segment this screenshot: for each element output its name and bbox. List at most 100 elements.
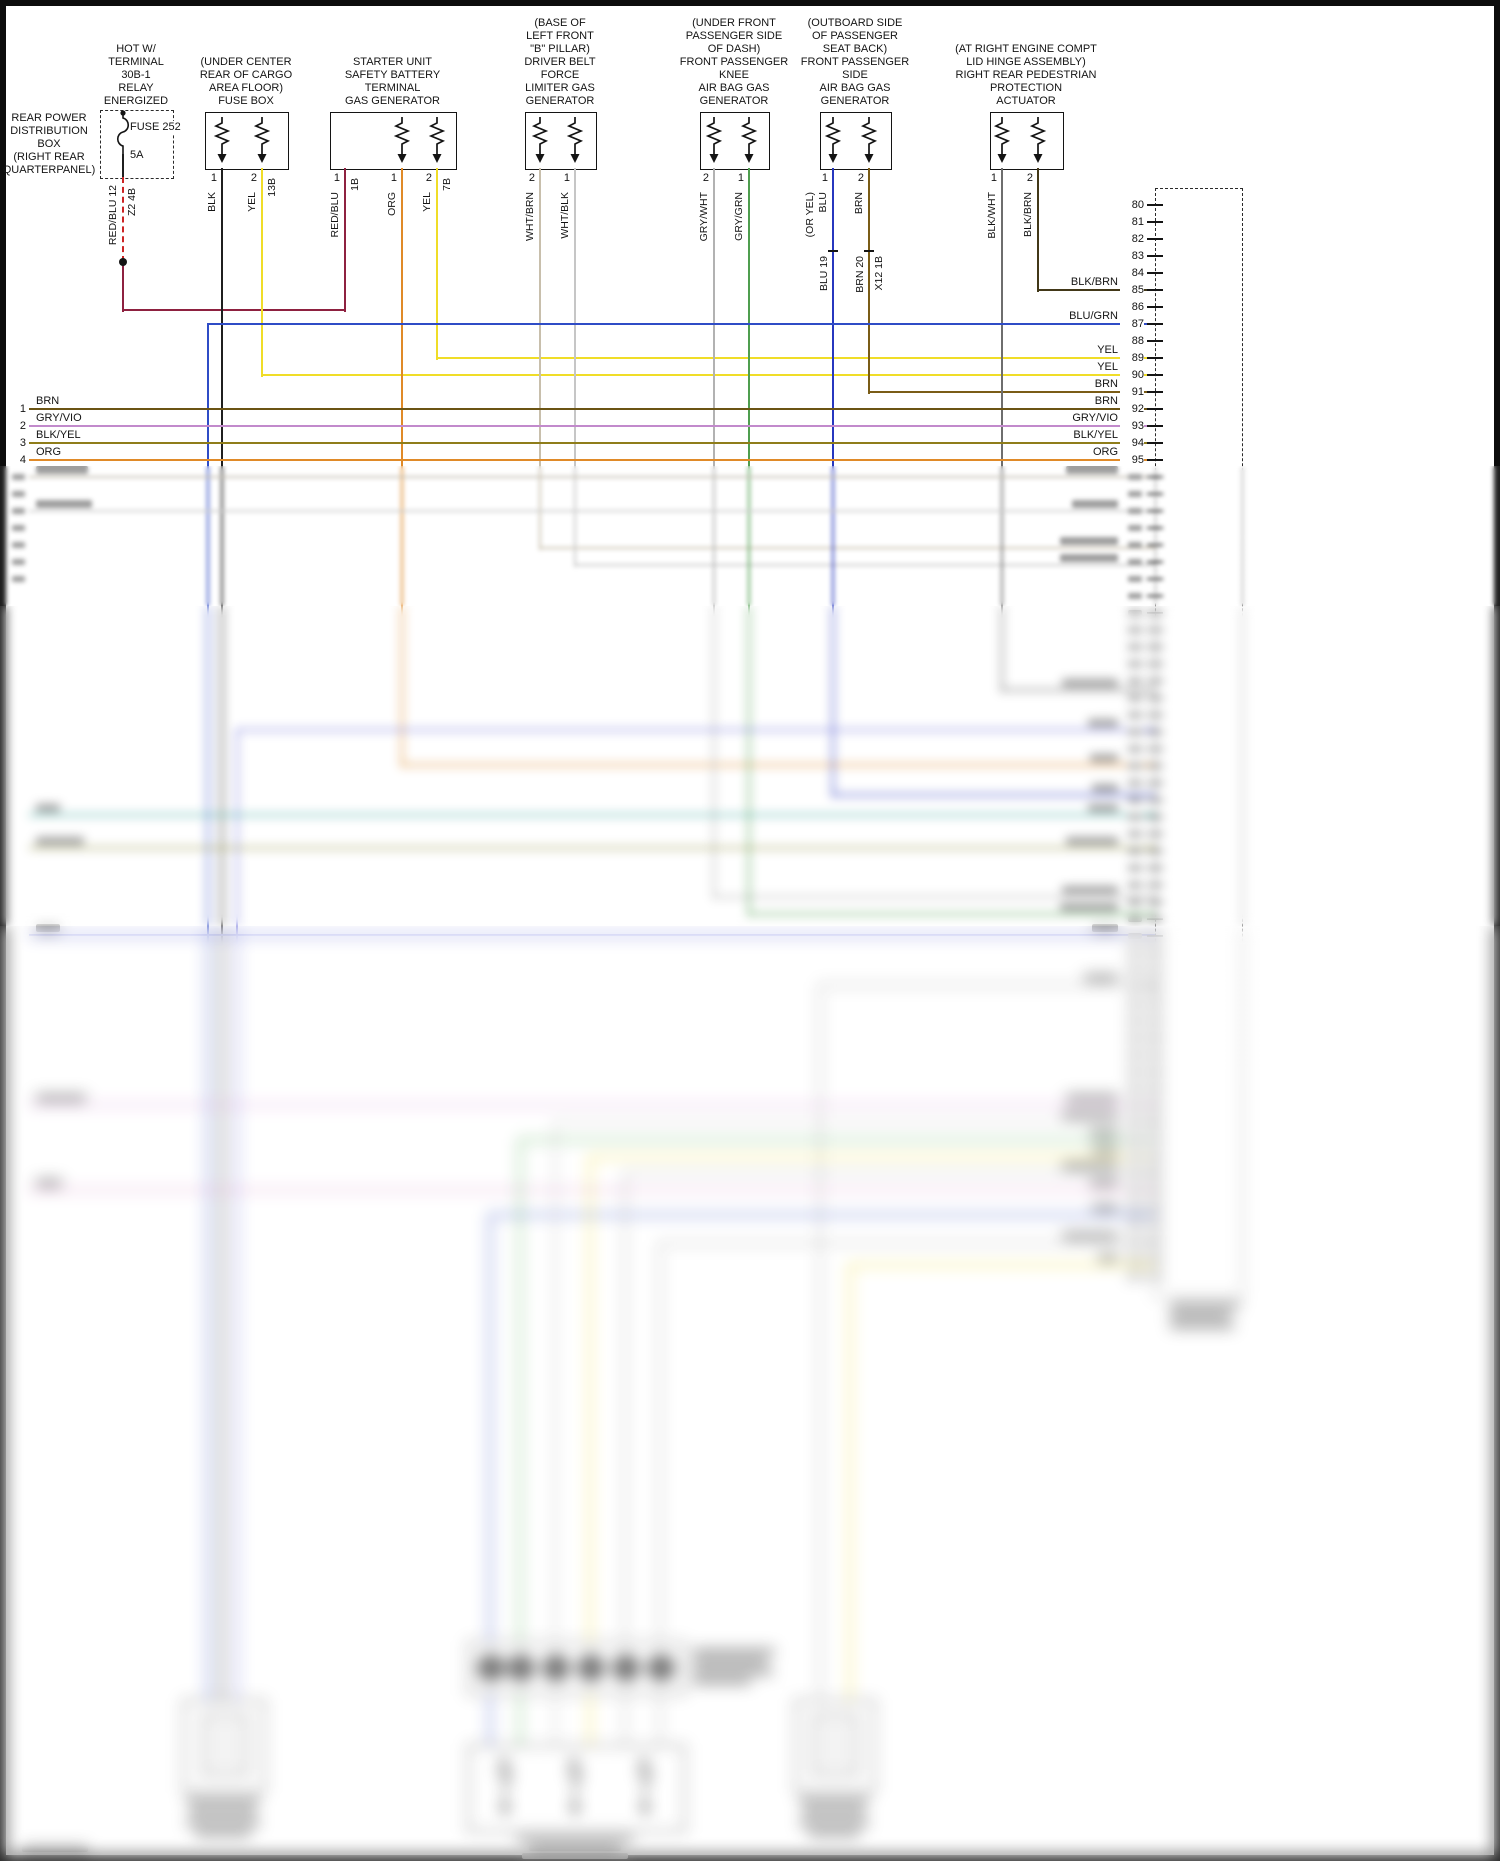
connector-wire-label: BLK/YEL: [1073, 429, 1118, 441]
wire-blur-gray-3: [819, 984, 1156, 986]
wire-gry-vio: [29, 425, 1156, 427]
squib-icon: [391, 117, 413, 163]
power-box-label-line: (RIGHT REAR: [13, 151, 85, 163]
wire-gry-wht: [713, 168, 715, 899]
left-wire-label: BLK/YEL: [36, 429, 81, 441]
blurred-number-bar: [1128, 1086, 1142, 1092]
connector-pin-tick: [1147, 918, 1163, 920]
blurred-number-bar: [12, 559, 25, 565]
wire-blur-c-gray3: [659, 1242, 1156, 1244]
wire-blur-c-yellow: [589, 1156, 1156, 1158]
wire-blur-gray-1: [29, 476, 1156, 478]
left-wire-label: ORG: [36, 446, 62, 458]
wire-stub-3: [554, 1692, 556, 1747]
blurred-number-bar: [12, 542, 25, 548]
connector-pin-number: 83: [1120, 250, 1144, 262]
pin-number: 1: [557, 172, 570, 184]
blurred-wire-label-bar: [1060, 903, 1118, 911]
wire-blur-blue-1: [236, 729, 1156, 731]
squib-icon: [564, 1755, 586, 1815]
blurred-number-bar: [12, 474, 25, 480]
blurred-number-bar: [1128, 712, 1142, 718]
power-box-label-line: REAR POWER: [11, 112, 87, 124]
blurred-caption-bar: [693, 1648, 775, 1655]
component-title-line: GENERATOR: [699, 95, 769, 107]
wire-org: [401, 168, 403, 767]
fuse-name-label: FUSE 252: [130, 121, 181, 134]
connector-pin-number: 89: [1120, 352, 1144, 364]
connector-wire-label: GRY/VIO: [1072, 412, 1118, 424]
wire-blur-c-gray1: [554, 1121, 1156, 1123]
fuse-wire-label: RED/BLU 12: [107, 185, 119, 246]
connector-pin-number: 87: [1120, 318, 1144, 330]
blurred-number-bar: [1128, 797, 1142, 803]
pin-number: 2: [419, 172, 432, 184]
squib-icon: [1027, 117, 1049, 163]
left-wire-label: BRN: [36, 395, 60, 407]
wire-wht-blk: [574, 564, 1156, 566]
wire-blk-wht: [1001, 168, 1003, 692]
blurred-wire-label-bar: [36, 466, 88, 474]
component-title-line: AREA FLOOR): [209, 82, 283, 94]
left-pin-number: 3: [8, 437, 26, 449]
blurred-caption-bar: [186, 1819, 260, 1826]
connector-pin-tick: [1147, 561, 1163, 563]
wire-blur-pink-1: [29, 1104, 1156, 1106]
blurred-number-bar: [1128, 984, 1142, 990]
blurred-number-bar: [1128, 559, 1142, 565]
bottom-right-connector-inner: [812, 1714, 858, 1776]
blurred-caption-bar: [186, 1797, 260, 1804]
connector-pin-number: 92: [1120, 403, 1144, 415]
connector-pin-tick: [1147, 595, 1163, 597]
connector-pin-tick: [1147, 1207, 1163, 1209]
connector-pin-tick: [1147, 646, 1163, 648]
wire-blur-c-gray2: [624, 1173, 626, 1644]
component-title-line: FORCE: [540, 69, 580, 81]
blurred-caption-bar: [808, 1830, 860, 1837]
connector-pin-tick: [1147, 1105, 1163, 1107]
hot-feed-label-line: 30B-1: [121, 69, 151, 81]
blurred-number-bar: [12, 576, 25, 582]
connector-pin-number: 80: [1120, 199, 1144, 211]
squib-icon: [211, 117, 233, 163]
component-title-line: OF PASSENGER: [812, 30, 898, 42]
connector-pin-tick: [1147, 1224, 1163, 1226]
connector-pin-tick: [1147, 714, 1163, 716]
connector-pin-tick: [1147, 391, 1163, 393]
component-title-line: PASSENGER SIDE: [685, 30, 783, 42]
blurred-wire-label-bar: [1088, 804, 1118, 812]
pin-number: 2: [1020, 172, 1033, 184]
blurred-wire-label-bar: [1092, 1204, 1118, 1212]
blurred-wire-label-bar: [1092, 1146, 1118, 1154]
connector-wire-label: BLU/GRN: [1069, 310, 1118, 322]
wire-blur-yellow-1: [849, 1265, 851, 1702]
inline-connector-tick: [864, 250, 874, 252]
fuse-box: [100, 110, 174, 179]
wire-yel-13b: [261, 374, 1156, 376]
pin-note-label: (OR YEL): [804, 192, 816, 238]
connector-pin-number: 85: [1120, 284, 1144, 296]
wire-stub-1: [489, 1692, 491, 1747]
blurred-caption-bar: [529, 1845, 621, 1851]
blurred-number-bar: [1128, 899, 1142, 905]
blurred-number-bar: [1128, 882, 1142, 888]
pin-number: 1: [327, 172, 340, 184]
blurred-wire-label-bar: [1090, 1179, 1118, 1187]
junction-dot: [119, 258, 127, 266]
wire-blur-yellow-1: [849, 1264, 1156, 1266]
blurred-wire-label-bar: [1066, 1094, 1118, 1102]
wire-stub-2: [519, 1692, 521, 1747]
wire-blk-brn: [1037, 168, 1039, 292]
connector-pin-tick: [1147, 680, 1163, 682]
connector-pin-tick: [1147, 476, 1163, 478]
hot-feed-label-line: ENERGIZED: [103, 95, 169, 107]
wire-blur-gray-2: [29, 510, 1156, 512]
blurred-number-bar: [1128, 916, 1142, 922]
connector-pin-tick: [1147, 527, 1163, 529]
squib-icon: [426, 117, 448, 163]
connector-pin-tick: [1147, 850, 1163, 852]
blurred-wire-label-bar: [1088, 719, 1118, 727]
component-title-line: FRONT PASSENGER: [679, 56, 789, 68]
blurred-number-bar: [1128, 1239, 1142, 1245]
connector-pin-tick: [1147, 578, 1163, 580]
